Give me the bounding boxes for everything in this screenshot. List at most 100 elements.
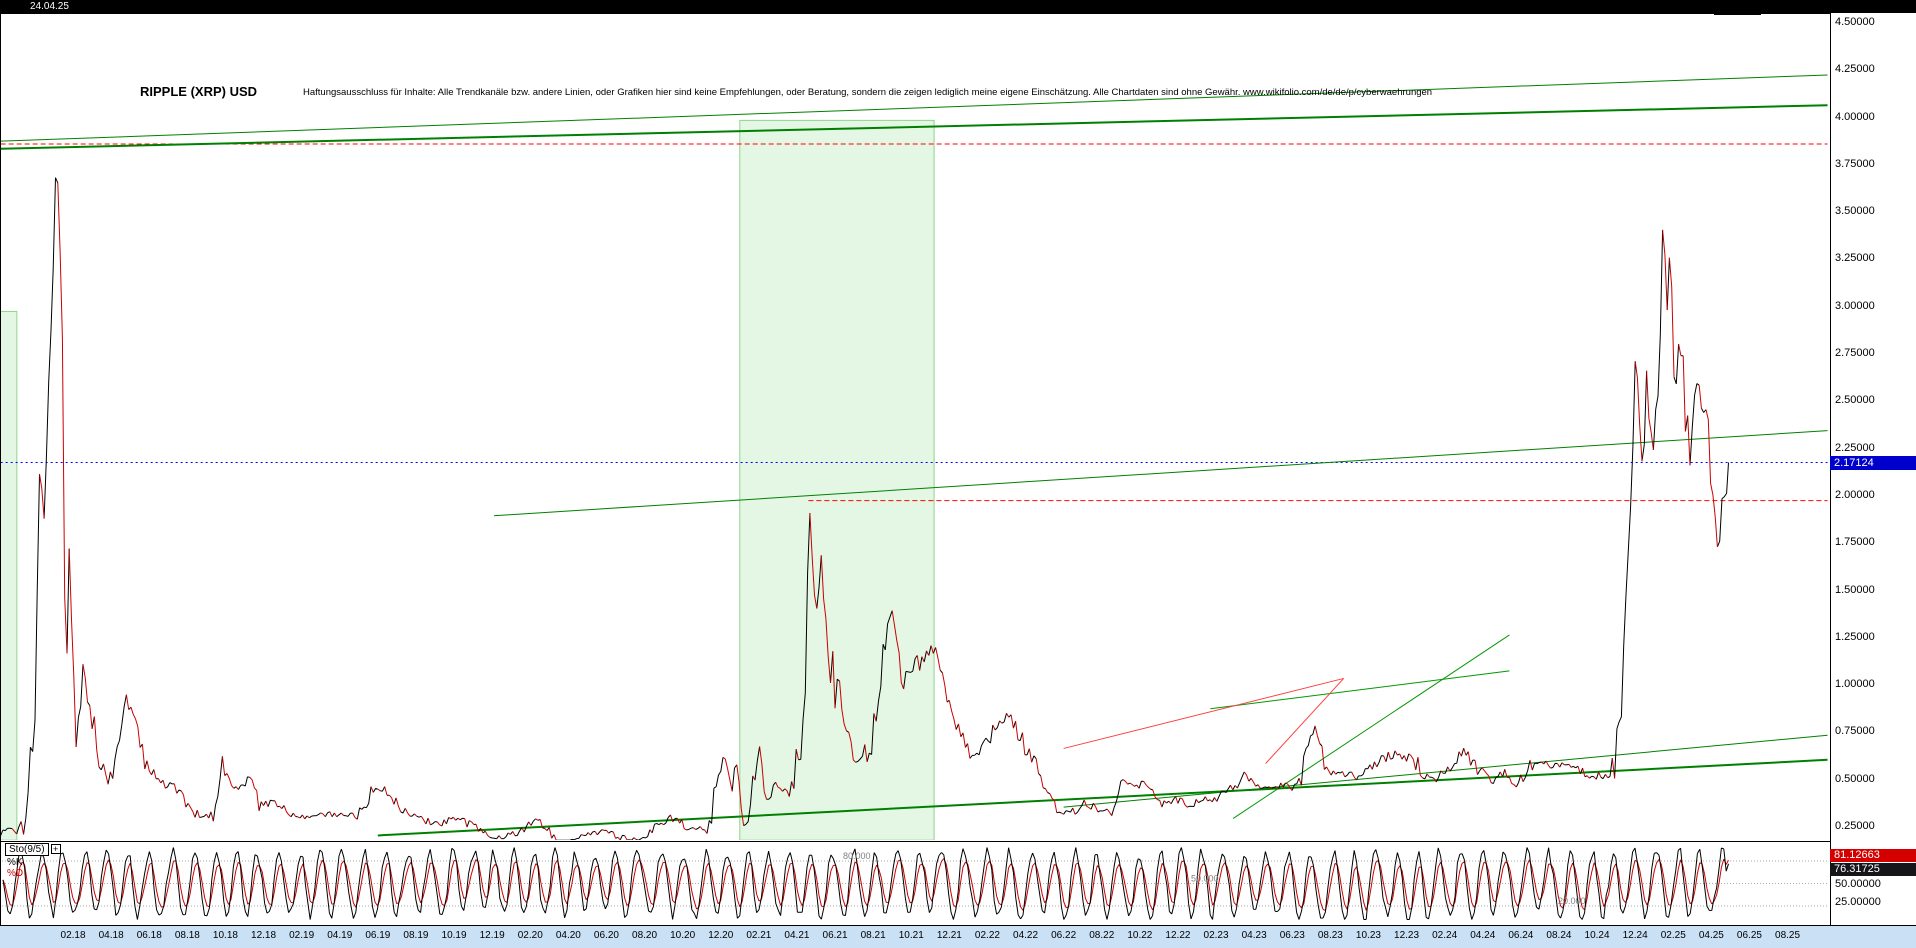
x-axis-label: 12.23: [1394, 930, 1420, 941]
x-axis-label: 10.20: [670, 930, 696, 941]
x-axis-label: 08.24: [1546, 930, 1572, 941]
x-axis-label: 12.20: [708, 930, 734, 941]
price-axis-label: 3.00000: [1835, 299, 1875, 312]
x-axis-label: 04.23: [1241, 930, 1267, 941]
x-axis-label: 10.23: [1355, 930, 1381, 941]
x-axis-label: 02.24: [1432, 930, 1458, 941]
price-axis-label: 4.50000: [1835, 16, 1875, 28]
mid-trend-line: [494, 430, 1828, 517]
x-axis-label: 08.23: [1317, 930, 1343, 941]
support-line-2: [1063, 734, 1828, 808]
x-axis-label: 10.22: [1127, 930, 1153, 941]
x-axis-label: 12.24: [1622, 930, 1648, 941]
short-green-trend-line: [1210, 670, 1510, 710]
red-trend-line-1: [1063, 677, 1344, 749]
x-axis-label: 04.20: [555, 930, 581, 941]
upper-channel-line-2: [1, 74, 1828, 142]
x-axis-label: 08.22: [1089, 930, 1115, 941]
x-axis-label: 08.18: [174, 930, 200, 941]
price-axis-label: 1.75000: [1835, 536, 1875, 549]
k-series-label: %K: [7, 857, 23, 868]
indicator-legend: Sto(9/5): [5, 843, 61, 856]
x-axis-label: 10.24: [1584, 930, 1610, 941]
indicator-plot: [2, 847, 1829, 920]
price-axis-label: 4.00000: [1835, 110, 1875, 123]
x-axis-label: 12.22: [1165, 930, 1191, 941]
price-axis-label: 1.25000: [1835, 630, 1875, 643]
x-axis-label: 02.22: [974, 930, 1000, 941]
highlight-band-2021: [739, 119, 935, 840]
x-axis-label: 10.19: [441, 930, 467, 941]
sto-axis-label: 50.00000: [1835, 877, 1881, 890]
price-axis-label: 2.75000: [1835, 347, 1875, 360]
x-axis-label: 04.18: [98, 930, 124, 941]
sto-level-label: 80.000: [843, 851, 871, 861]
price-axis-label: 2.50000: [1835, 394, 1875, 407]
x-axis-label: 04.21: [784, 930, 810, 941]
current-price-badge: 2.17124: [1830, 455, 1916, 470]
price-axis-label: 3.25000: [1835, 252, 1875, 265]
x-axis-label: 02.21: [746, 930, 772, 941]
x-axis-label: 02.20: [517, 930, 543, 941]
price-axis-label: 4.25000: [1835, 63, 1875, 76]
x-axis-label: 06.21: [822, 930, 848, 941]
x-axis-label: 08.20: [632, 930, 658, 941]
x-axis-label: 04.19: [327, 930, 353, 941]
sto-k-value-badge: 76.31725: [1830, 863, 1916, 876]
x-axis-label: 12.18: [251, 930, 277, 941]
chart-title: RIPPLE (XRP) USD: [140, 84, 258, 99]
price-series-up: [1, 177, 1729, 840]
price-axis-label: 1.50000: [1835, 583, 1875, 596]
price-axis-label: 3.50000: [1835, 205, 1875, 218]
x-axis-label: 06.18: [136, 930, 162, 941]
x-axis-label: 12.19: [479, 930, 505, 941]
price-series-down: [11, 182, 1718, 840]
x-axis-label: 10.18: [212, 930, 238, 941]
x-axis-label: 04.22: [1013, 930, 1039, 941]
main-plot: [1, 74, 1828, 840]
support-line-long: [377, 758, 1828, 837]
disclaimer-text: Haftungsausschluss für Inhalte: Alle Tre…: [303, 87, 1433, 98]
sto-level-label: 50.000: [1191, 874, 1219, 884]
indicator-name[interactable]: Sto(9/5): [5, 843, 49, 856]
steep-green-trend-line: [1232, 634, 1510, 819]
x-axis-label: 06.19: [365, 930, 391, 941]
x-axis-label: 08.25: [1775, 930, 1801, 941]
x-axis-label: 08.21: [860, 930, 886, 941]
x-axis-label: 10.21: [898, 930, 924, 941]
x-axis-strip: 02.18 04.18 06.18 08.18 10.18 12.18 02.19 04.19…: [0, 925, 1916, 948]
price-axis-label: 0.25000: [1835, 819, 1875, 832]
price-axis-label: 2.25000: [1835, 441, 1875, 454]
x-axis-label: 02.19: [289, 930, 315, 941]
x-axis-label: 04.24: [1470, 930, 1496, 941]
price-axis: 4.50000 4.25000 4.00000 3.75000 3.50000 3.250…: [1830, 0, 1916, 948]
price-axis-label: 0.50000: [1835, 772, 1875, 785]
sto-d-line: [2, 858, 1729, 912]
price-axis-label: 2.00000: [1835, 488, 1875, 501]
highlight-band-left: [1, 310, 18, 840]
price-axis-label: 1.00000: [1835, 678, 1875, 691]
sto-level-label: 20.000: [1558, 896, 1586, 906]
x-axis-label: 04.25: [1698, 930, 1724, 941]
x-axis-label: 02.23: [1203, 930, 1229, 941]
x-axis-label: 02.25: [1660, 930, 1686, 941]
x-axis-label: 08.19: [403, 930, 429, 941]
top-bar-notch: [1714, 13, 1761, 15]
x-axis-label: 06.25: [1736, 930, 1762, 941]
x-axis-label: 12.21: [936, 930, 962, 941]
x-axis-label: 06.22: [1051, 930, 1077, 941]
chart-date: 24.04.25: [30, 1, 69, 12]
sto-d-value-badge: 81.12663: [1830, 849, 1916, 862]
d-series-label: %D: [7, 868, 24, 879]
sto-k-line: [2, 847, 1729, 920]
top-bar: 24.04.25: [0, 0, 1916, 13]
x-axis-label: 02.18: [60, 930, 86, 941]
red-trend-line-2: [1265, 678, 1345, 764]
x-axis-label: 06.24: [1508, 930, 1534, 941]
upper-channel-line-1: [1, 104, 1828, 150]
indicator-settings-icon[interactable]: [50, 844, 61, 855]
sto-axis-label: 25.00000: [1835, 896, 1881, 909]
price-axis-label: 3.75000: [1835, 157, 1875, 170]
